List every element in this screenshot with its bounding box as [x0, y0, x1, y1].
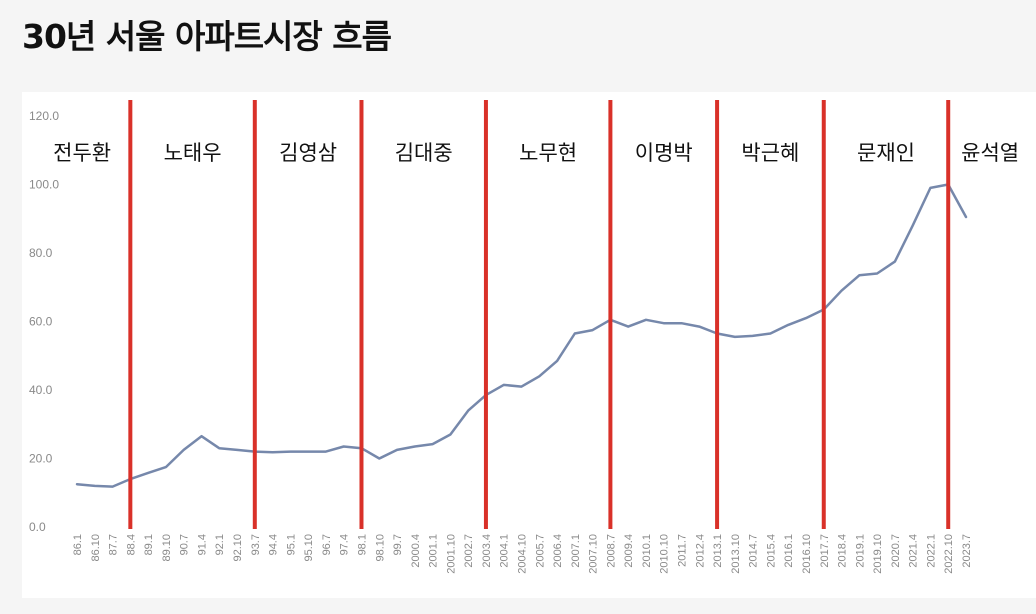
x-tick-label: 92.1 [214, 534, 226, 555]
series-line [75, 183, 968, 488]
x-tick-label: 89.1 [143, 534, 155, 555]
y-tick-label: 100.0 [29, 178, 59, 192]
x-tick-label: 2021.4 [908, 534, 920, 568]
x-tick-label: 2010.1 [641, 534, 653, 568]
x-tick-label: 86.1 [72, 534, 84, 555]
x-tick-label: 96.7 [321, 534, 333, 555]
x-tick-label: 92.10 [232, 534, 244, 562]
x-tick-label: 2007.10 [588, 534, 600, 574]
x-tick-label: 2002.7 [463, 534, 475, 568]
x-tick-label: 89.10 [161, 534, 173, 562]
x-tick-label: 2017.7 [819, 534, 831, 568]
era-label: 노태우 [164, 141, 222, 165]
y-tick-label: 80.0 [29, 246, 53, 260]
x-tick-label: 2011.7 [677, 534, 689, 567]
x-tick-label: 2004.1 [499, 534, 511, 568]
x-tick-label: 2010.10 [659, 534, 671, 574]
page-title: 30년 서울 아파트시장 흐름 [22, 17, 392, 56]
x-tick-label: 95.1 [285, 534, 297, 555]
x-tick-label: 2022.10 [943, 534, 955, 574]
era-label: 김대중 [395, 141, 453, 165]
era-label: 이명박 [635, 141, 693, 165]
line-chart: 0.0 20.0 40.0 60.0 80.0 100.0 120.0 86.1 86.10 87… [29, 100, 1019, 574]
x-tick-label: 88.4 [125, 534, 137, 555]
x-tick-label: 2019.10 [872, 534, 884, 574]
x-tick-label: 2009.4 [623, 534, 635, 568]
x-tick-label: 2006.4 [552, 534, 564, 568]
x-tick-label: 2015.4 [765, 534, 777, 568]
x-tick-label: 2001.1 [428, 534, 440, 568]
x-tick-label: 2020.7 [890, 534, 902, 568]
y-tick-label: 120.0 [29, 109, 59, 123]
era-label: 김영삼 [279, 141, 337, 165]
x-tick-label: 2019.1 [854, 534, 866, 568]
era-label: 박근혜 [741, 141, 799, 165]
y-tick-label: 60.0 [29, 315, 53, 329]
x-tick-label: 2004.10 [517, 534, 529, 574]
y-tick-label: 20.0 [29, 452, 53, 466]
x-tick-label: 2003.4 [481, 534, 493, 568]
x-tick-label: 87.7 [108, 534, 120, 555]
x-tick-label: 2001.10 [445, 534, 457, 574]
x-tick-label: 2005.7 [534, 534, 546, 568]
x-tick-label: 99.7 [392, 534, 404, 555]
x-tick-label: 94.4 [268, 534, 280, 555]
x-tick-label: 93.7 [250, 534, 262, 555]
era-label: 전두환 [53, 141, 111, 165]
x-tick-label: 91.4 [196, 534, 208, 555]
era-label: 윤석열 [961, 141, 1019, 165]
x-tick-label: 2012.4 [694, 534, 706, 568]
x-tick-label: 97.4 [339, 534, 351, 555]
x-tick-label: 2000.4 [410, 534, 422, 568]
y-tick-label: 40.0 [29, 383, 53, 397]
y-tick-label: 0.0 [29, 520, 46, 534]
x-tick-label: 2008.7 [605, 534, 617, 568]
era-label: 노무현 [519, 141, 577, 165]
x-tick-label: 2018.4 [837, 534, 849, 568]
x-tick-label: 2016.10 [801, 534, 813, 574]
x-tick-label: 95.10 [303, 534, 315, 562]
x-tick-label: 2013.1 [712, 534, 724, 568]
x-tick-label: 2014.7 [748, 534, 760, 568]
era-label: 문재인 [857, 141, 915, 165]
x-tick-label: 86.10 [90, 534, 102, 562]
x-tick-label: 98.1 [356, 534, 368, 555]
chart-card: 0.0 20.0 40.0 60.0 80.0 100.0 120.0 86.1 86.10 87… [22, 92, 1036, 598]
x-tick-label: 2016.1 [783, 534, 795, 568]
x-tick-label: 98.10 [374, 534, 386, 562]
x-tick-label: 2022.1 [925, 534, 937, 568]
x-tick-label: 2023.7 [961, 534, 973, 568]
x-tick-label: 90.7 [179, 534, 191, 555]
x-tick-label: 2013.10 [730, 534, 742, 574]
x-tick-label: 2007.1 [570, 534, 582, 568]
